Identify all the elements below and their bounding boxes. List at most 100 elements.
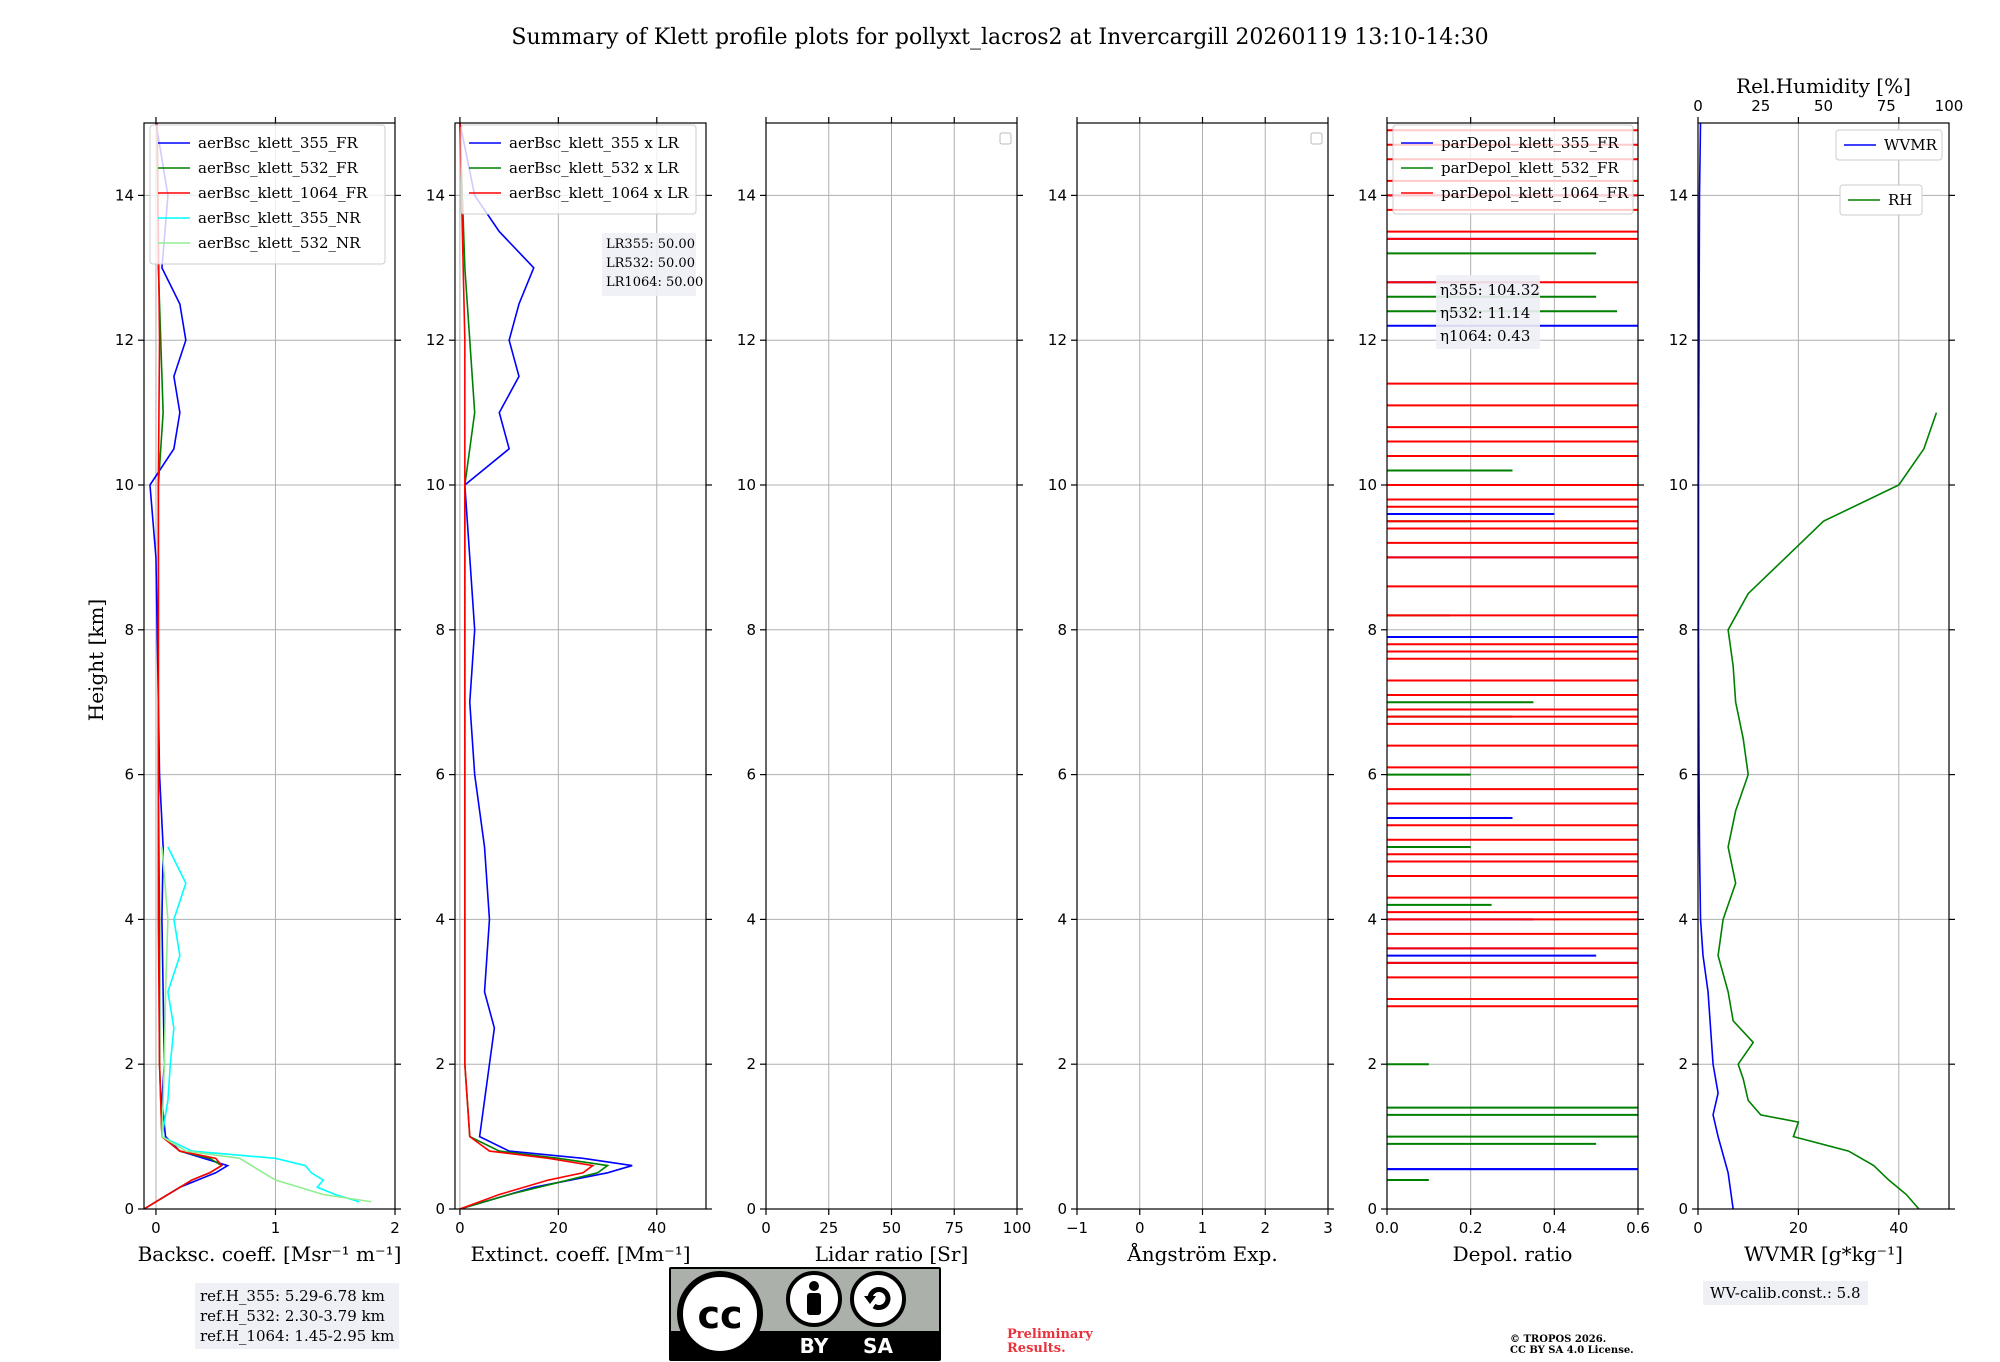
backscatter-legend-entry: aerBsc_klett_532_FR xyxy=(198,159,358,177)
extinction-legend-entry: aerBsc_klett_1064 x LR xyxy=(509,184,689,202)
backscatter-x-axis-label: Backsc. coeff. [Msr⁻¹ m⁻¹] xyxy=(138,1242,402,1266)
backscatter-legend-entry: aerBsc_klett_355_FR xyxy=(198,134,358,152)
backscatter-series-0-line xyxy=(144,123,230,1209)
backscatter-legend-entry: aerBsc_klett_1064_FR xyxy=(198,184,368,202)
depol-panel: 0 2 4 6 8 10 12 14 0.0 0.2 0.4 0.6 Depol. ratio parDe… xyxy=(1358,117,1650,1266)
wvmr-y-tick-label: 10 xyxy=(1669,476,1688,494)
lidar_ratio-x-tick-label: 100 xyxy=(1003,1219,1032,1237)
extinction-y-tick-label: 12 xyxy=(426,331,445,349)
lidar_ratio-x-axis-label: Lidar ratio [Sr] xyxy=(815,1242,969,1266)
wv-calibration-box: WV-calib.const.: 5.8 xyxy=(1703,1281,1868,1305)
depol-y-tick-label: 6 xyxy=(1367,766,1377,784)
angstrom-y-tick-label: 12 xyxy=(1048,331,1067,349)
backscatter-x-tick-label: 0 xyxy=(151,1219,161,1237)
preliminary-results-note: Preliminary Results. xyxy=(1007,1328,1093,1356)
angstrom-x-tick-label: 1 xyxy=(1198,1219,1208,1237)
wvmr-y-tick-label: 4 xyxy=(1678,910,1688,928)
extinction-frame xyxy=(454,122,707,1210)
backscatter-legend-entry: aerBsc_klett_532_NR xyxy=(198,234,361,252)
depol-y-tick-label: 10 xyxy=(1358,476,1377,494)
lidar_ratio-empty-legend xyxy=(999,132,1012,145)
wvmr-y-tick-label: 6 xyxy=(1678,766,1688,784)
wvmr-series-0-line xyxy=(1698,123,1734,1209)
figure-title: Summary of Klett profile plots for polly… xyxy=(511,25,1488,50)
extinction-x-tick-label: 0 xyxy=(455,1219,465,1237)
depol-legend-entry: parDepol_klett_1064_FR xyxy=(1441,184,1629,202)
backscatter-y-tick-label: 14 xyxy=(115,186,134,204)
extinction-legend-entry: aerBsc_klett_532 x LR xyxy=(509,159,680,177)
backscatter-y-tick-label: 6 xyxy=(124,766,134,784)
reference-height-box: ref.H_355: 5.29-6.78 km ref.H_532: 2.30-… xyxy=(195,1283,400,1349)
extinction-x-axis-label: Extinct. coeff. [Mm⁻¹] xyxy=(470,1242,690,1266)
wvmr-x-tick-label: 40 xyxy=(1889,1219,1908,1237)
wvmr-x-tick-label: 20 xyxy=(1789,1219,1808,1237)
lidar_ratio-x-tick-label: 25 xyxy=(819,1219,838,1237)
sa-circle-icon xyxy=(850,1271,906,1327)
wvmr-top-tick-label: 50 xyxy=(1814,97,1833,115)
wvmr-series-1-line xyxy=(1717,412,1938,1209)
lidar_ratio-y-tick-label: 4 xyxy=(746,910,756,928)
angstrom-x-tick-label: 3 xyxy=(1323,1219,1333,1237)
extinction-series-2-line xyxy=(459,123,595,1209)
preliminary-line-1: Preliminary xyxy=(1007,1327,1093,1342)
extinction-series-group xyxy=(459,123,633,1209)
sa-arrow-head-icon xyxy=(864,1296,876,1304)
cc-by-sa-license-logo: cc BY SA xyxy=(669,1267,941,1361)
wvmr-y-tick-label: 8 xyxy=(1678,621,1688,639)
reference-height-1064: ref.H_1064: 1.45-2.95 km xyxy=(200,1327,395,1345)
wvmr-x-axis-label: WVMR [g*kg⁻¹] xyxy=(1744,1242,1903,1266)
depol-y-tick-label: 12 xyxy=(1358,331,1377,349)
wvmr-y-tick-label: 2 xyxy=(1678,1055,1688,1073)
lidar_ratio-x-tick-label: 50 xyxy=(882,1219,901,1237)
extinction-legend-entry: aerBsc_klett_355 x LR xyxy=(509,134,680,152)
backscatter-legend-entry: aerBsc_klett_355_NR xyxy=(198,209,361,227)
angstrom-y-tick-label: 0 xyxy=(1057,1200,1067,1218)
extinction-panel: 0 2 4 6 8 10 12 14 0 20 40 Extinct. coeff. [Mm⁻¹] ae… xyxy=(426,117,712,1266)
backscatter-x-tick-label: 2 xyxy=(390,1219,400,1237)
depol-annotation-line: η1064: 0.43 xyxy=(1440,327,1530,345)
extinction-y-tick-label: 0 xyxy=(435,1200,445,1218)
extinction-annotation-line: LR1064: 50.00 xyxy=(606,275,703,290)
extinction-annotation-box xyxy=(602,233,696,296)
lidar_ratio-y-tick-label: 10 xyxy=(737,476,756,494)
backscatter-series-group xyxy=(144,123,372,1209)
wvmr-panel: 0 2 4 6 8 10 12 14 0 20 40 0 25 50 75 100 Rel.Humidity [… xyxy=(1669,74,1963,1266)
y-axis-label: Height [km] xyxy=(84,599,108,721)
extinction-series-1-line xyxy=(459,123,610,1209)
depol-y-tick-label: 4 xyxy=(1367,910,1377,928)
wvmr-y-tick-label: 0 xyxy=(1678,1200,1688,1218)
depol-legend-entry: parDepol_klett_355_FR xyxy=(1441,134,1619,152)
backscatter-y-tick-label: 10 xyxy=(115,476,134,494)
sa-label: SA xyxy=(863,1334,893,1358)
depol-y-tick-label: 0 xyxy=(1367,1200,1377,1218)
backscatter-x-tick-label: 1 xyxy=(271,1219,281,1237)
preliminary-line-2: Results. xyxy=(1007,1341,1066,1356)
angstrom-y-tick-label: 2 xyxy=(1057,1055,1067,1073)
wvmr-legend-entry: RH xyxy=(1888,191,1912,209)
angstrom-empty-legend xyxy=(1310,132,1323,145)
depol-x-tick-label: 0.0 xyxy=(1375,1219,1399,1237)
extinction-x-tick-label: 40 xyxy=(647,1219,666,1237)
extinction-annotation-line: LR532: 50.00 xyxy=(606,256,695,271)
depol-x-tick-label: 0.2 xyxy=(1459,1219,1483,1237)
wvmr-x-tick-label: 0 xyxy=(1693,1219,1703,1237)
by-person-body-icon xyxy=(807,1293,821,1315)
reference-height-532: ref.H_532: 2.30-3.79 km xyxy=(200,1307,385,1325)
angstrom-y-tick-label: 10 xyxy=(1048,476,1067,494)
backscatter-y-tick-label: 2 xyxy=(124,1055,134,1073)
depol-x-axis-label: Depol. ratio xyxy=(1453,1242,1573,1266)
backscatter-y-tick-label: 0 xyxy=(124,1200,134,1218)
depol-x-tick-label: 0.4 xyxy=(1542,1219,1566,1237)
angstrom-y-tick-label: 14 xyxy=(1048,186,1067,204)
cc-letters: cc xyxy=(697,1293,742,1337)
reference-height-355: ref.H_355: 5.29-6.78 km xyxy=(200,1287,385,1305)
angstrom-x-tick-label: 2 xyxy=(1260,1219,1270,1237)
backscatter-y-tick-label: 12 xyxy=(115,331,134,349)
wvmr-legend-entry: WVMR xyxy=(1884,136,1938,154)
wvmr-y-tick-label: 12 xyxy=(1669,331,1688,349)
depol-frame xyxy=(1386,122,1639,1210)
depol-annotation-line: η532: 11.14 xyxy=(1440,304,1530,322)
backscatter-legend-box xyxy=(149,124,386,265)
